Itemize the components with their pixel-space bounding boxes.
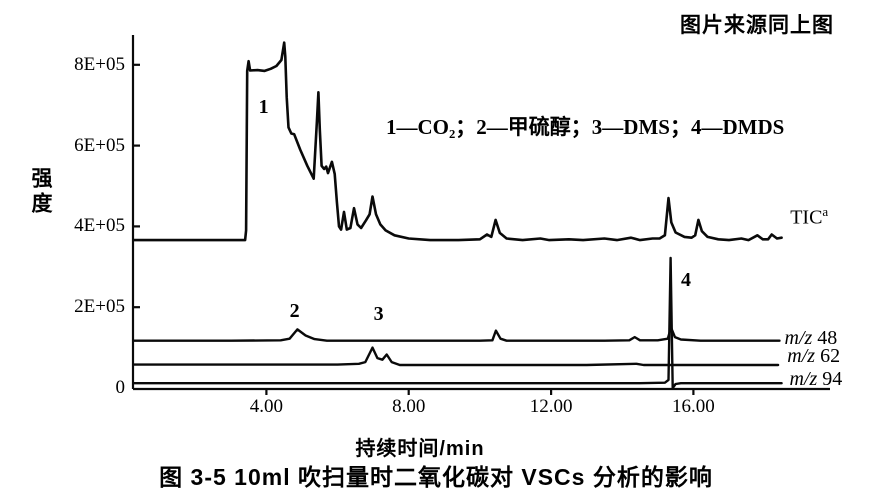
x-tick-label: 8.00 (392, 396, 426, 417)
x-axis-title: 持续时间/min (355, 438, 485, 460)
x-tick-label: 4.00 (249, 396, 284, 417)
x-tick-label: 16.00 (672, 396, 715, 417)
y-tick-label: 4E+05 (74, 215, 125, 237)
x-tick-label: 12.00 (529, 396, 573, 417)
trace-label-mz48: m/z 48 (784, 326, 838, 349)
y-axis-title: 强度 (29, 167, 52, 217)
y-tick-label: 2E+05 (74, 296, 125, 318)
peak-label-3: 3 (373, 303, 384, 326)
trace-label-tic: TICa (790, 204, 829, 229)
figure-caption: 图 3-5 10ml 吹扫量时二氧化碳对 VSCs 分析的影响 (159, 464, 713, 490)
mz-italic: m/z (784, 326, 813, 349)
trace-label-mz62: m/z 62 (787, 344, 841, 367)
peak-label-4: 4 (681, 269, 691, 292)
mz-italic: m/z (787, 344, 816, 367)
trace-mz94 (132, 256, 783, 390)
superscript-a: a (822, 204, 829, 220)
trace-tic (132, 41, 783, 242)
legend-line: 1—CO₂；2—甲硫醇；3—DMS；4—DMDS (386, 115, 785, 139)
peak-label-1: 1 (258, 96, 269, 119)
trace-mz62 (132, 346, 780, 367)
trace-label-mz94: m/z 94 (789, 368, 843, 391)
y-tick-label: 8E+05 (74, 53, 125, 75)
y-tick-label: 0 (115, 377, 126, 398)
figure-source-note: 图片来源同上图 (680, 14, 834, 37)
peak-label-2: 2 (289, 300, 300, 323)
mz-italic: m/z (789, 368, 818, 391)
y-tick-label: 6E+05 (74, 134, 125, 156)
trace-mz48 (132, 326, 781, 342)
